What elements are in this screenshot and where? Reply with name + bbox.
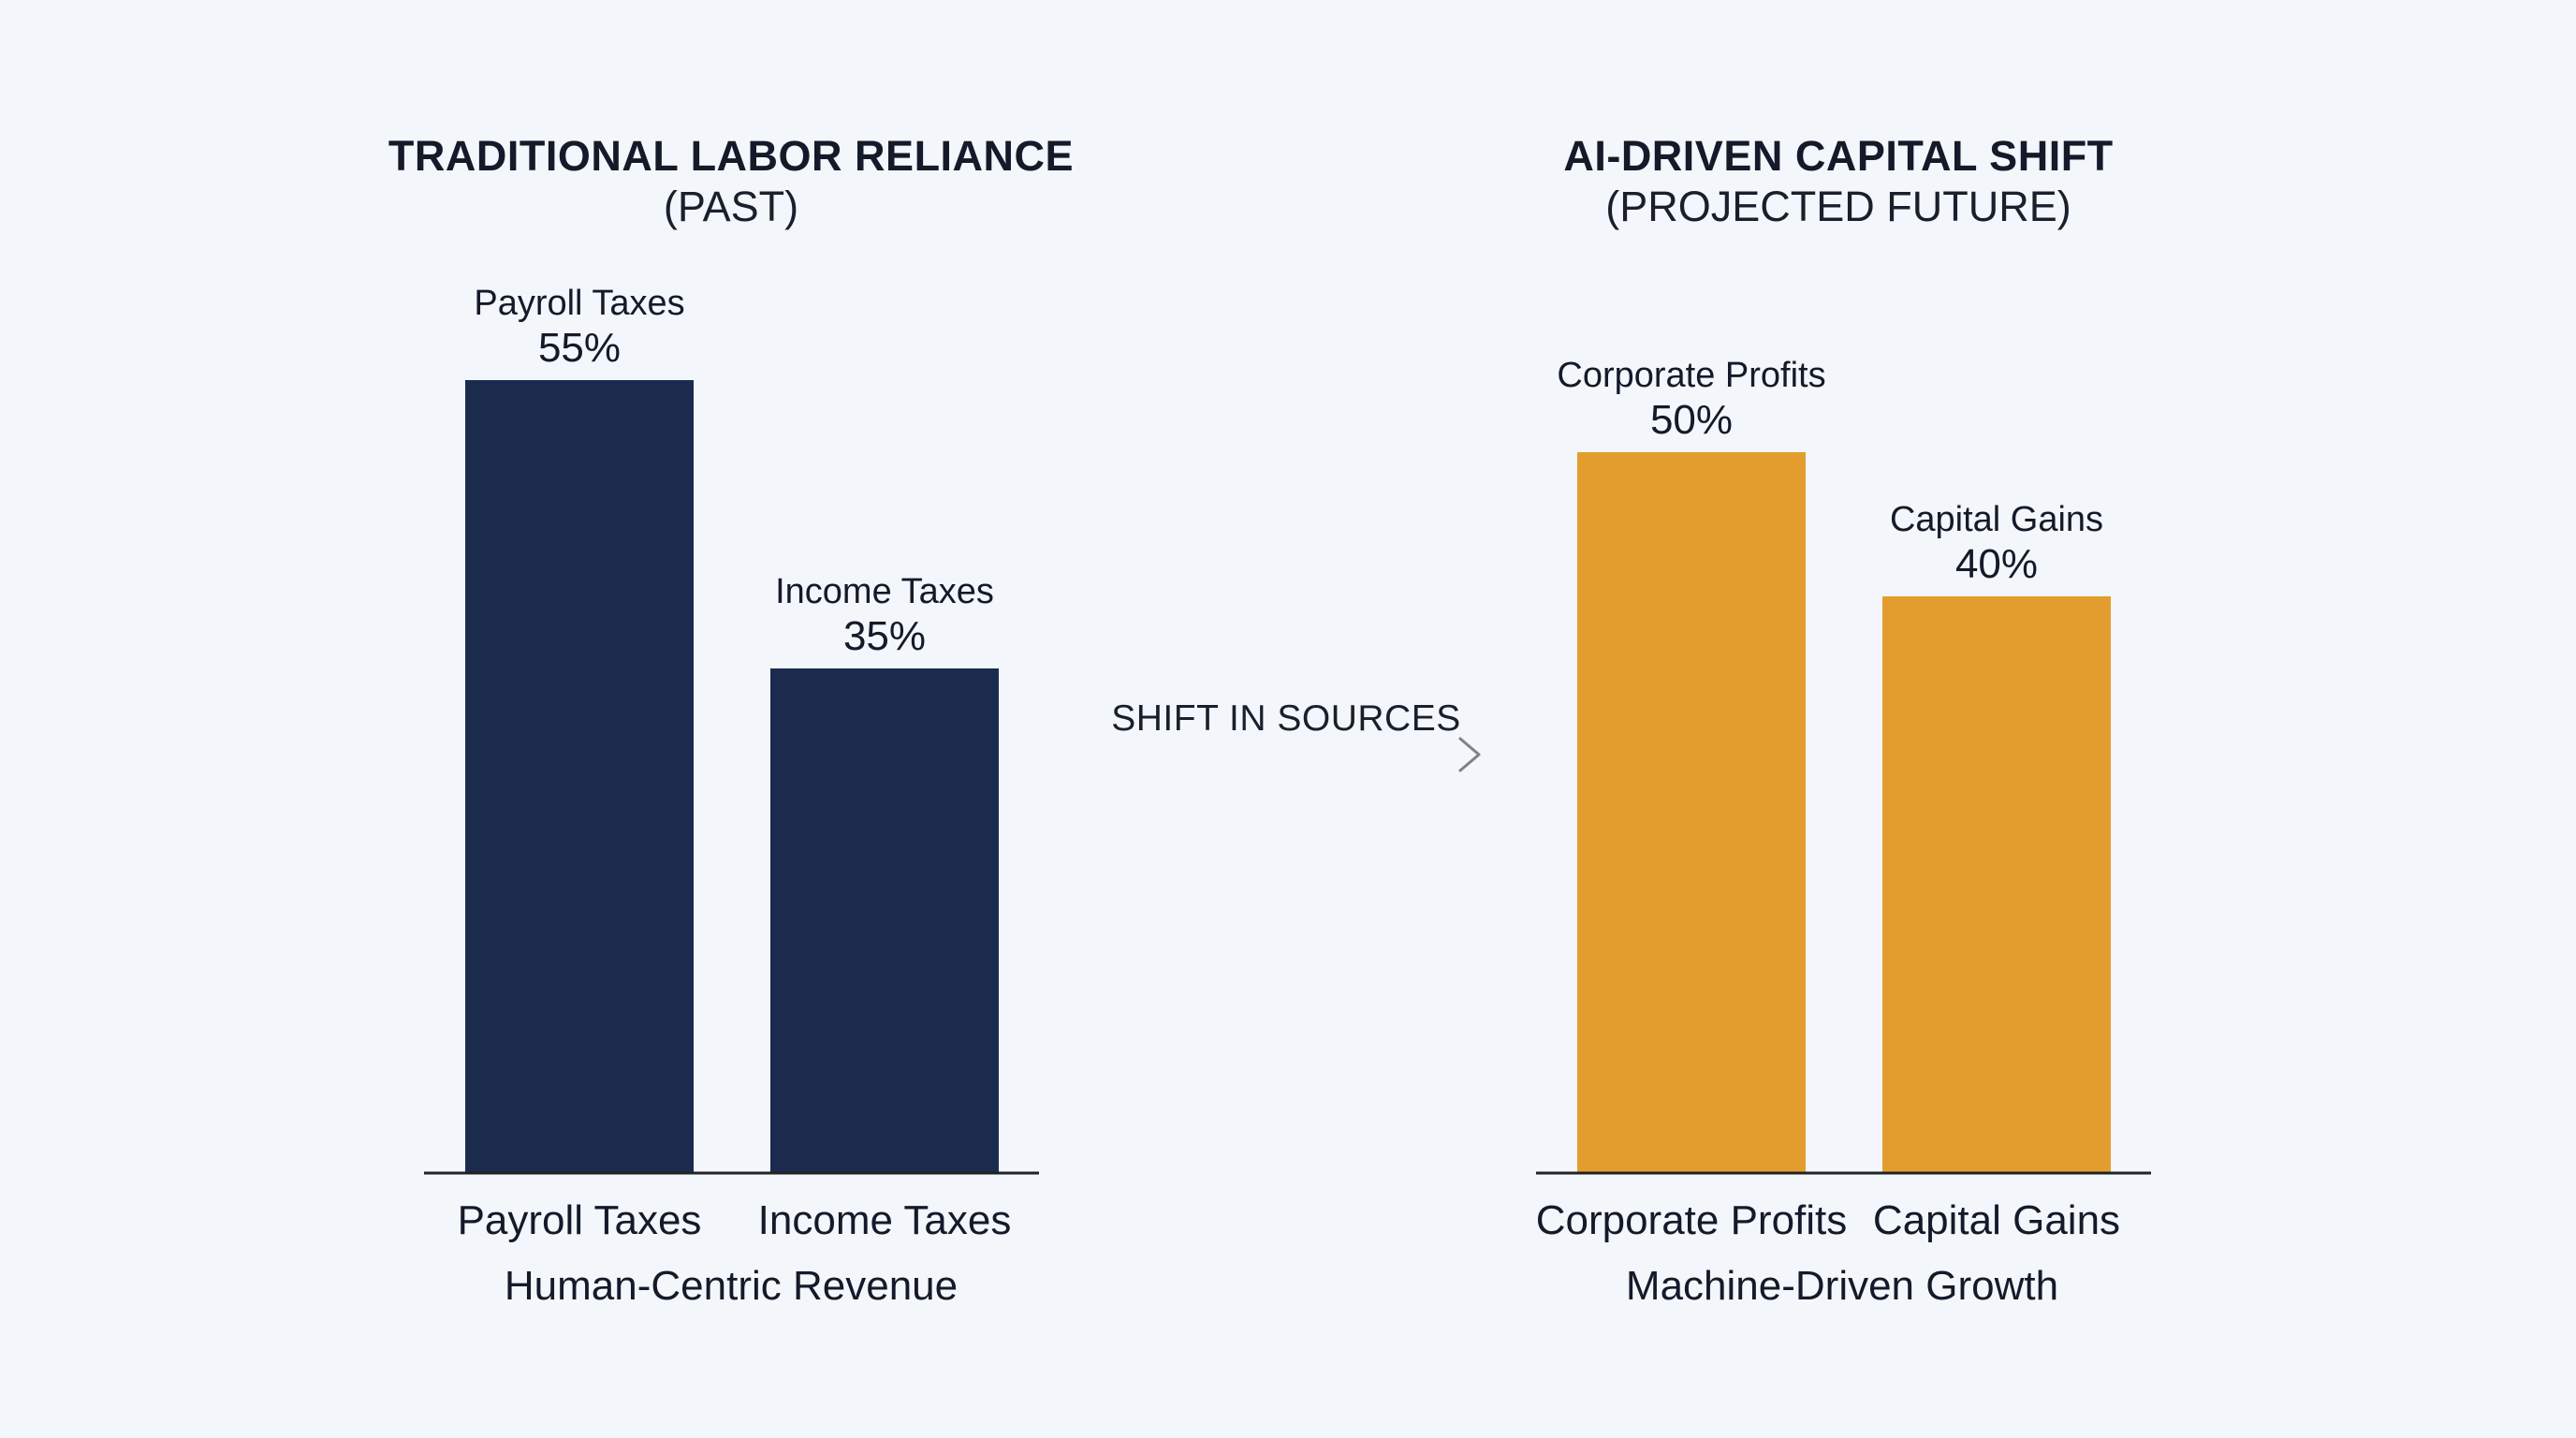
future-bar-value-corporate-profits: 50%	[1650, 397, 1733, 443]
future-chart: AI-DRIVEN CAPITAL SHIFT (PROJECTED FUTUR…	[1536, 132, 2151, 1309]
future-x-axis-label: Machine-Driven Growth	[1626, 1263, 2058, 1309]
past-chart-subtitle: (PAST)	[664, 183, 798, 230]
shift-arrow-group: SHIFT IN SOURCES	[1097, 698, 1481, 772]
arrow-right-icon	[1458, 737, 1481, 772]
past-x-axis-label: Human-Centric Revenue	[505, 1263, 958, 1309]
shift-label: SHIFT IN SOURCES	[1111, 698, 1461, 739]
past-category-labels: Payroll Taxes Income Taxes	[458, 1197, 1012, 1243]
past-chart-title: TRADITIONAL LABOR RELIANCE	[388, 132, 1074, 180]
past-tick-label-payroll-taxes: Payroll Taxes	[458, 1197, 702, 1243]
past-bar-payroll-taxes	[465, 380, 694, 1173]
past-tick-label-income-taxes: Income Taxes	[758, 1197, 1012, 1243]
past-chart: TRADITIONAL LABOR RELIANCE (PAST) Payrol…	[388, 132, 1074, 1309]
future-tick-label-corporate-profits: Corporate Profits	[1536, 1197, 1848, 1243]
future-bar-value-capital-gains: 40%	[1955, 541, 2038, 587]
future-bar-top-label-capital-gains: Capital Gains	[1890, 500, 2103, 539]
past-bar-value-payroll-taxes: 55%	[538, 325, 621, 371]
future-chart-subtitle: (PROJECTED FUTURE)	[1605, 183, 2071, 230]
past-bar-value-income-taxes: 35%	[843, 613, 926, 659]
past-bar-top-label-income-taxes: Income Taxes	[775, 572, 994, 611]
past-bar-top-label-payroll-taxes: Payroll Taxes	[474, 284, 684, 323]
future-chart-title: AI-DRIVEN CAPITAL SHIFT	[1563, 132, 2113, 180]
future-tick-label-capital-gains: Capital Gains	[1873, 1197, 2120, 1243]
past-bar-income-taxes	[770, 668, 999, 1173]
future-category-labels: Corporate Profits Capital Gains	[1536, 1197, 2120, 1243]
future-bar-capital-gains	[1882, 596, 2111, 1173]
future-bar-corporate-profits	[1577, 452, 1806, 1173]
future-bar-top-label-corporate-profits: Corporate Profits	[1557, 356, 1825, 395]
